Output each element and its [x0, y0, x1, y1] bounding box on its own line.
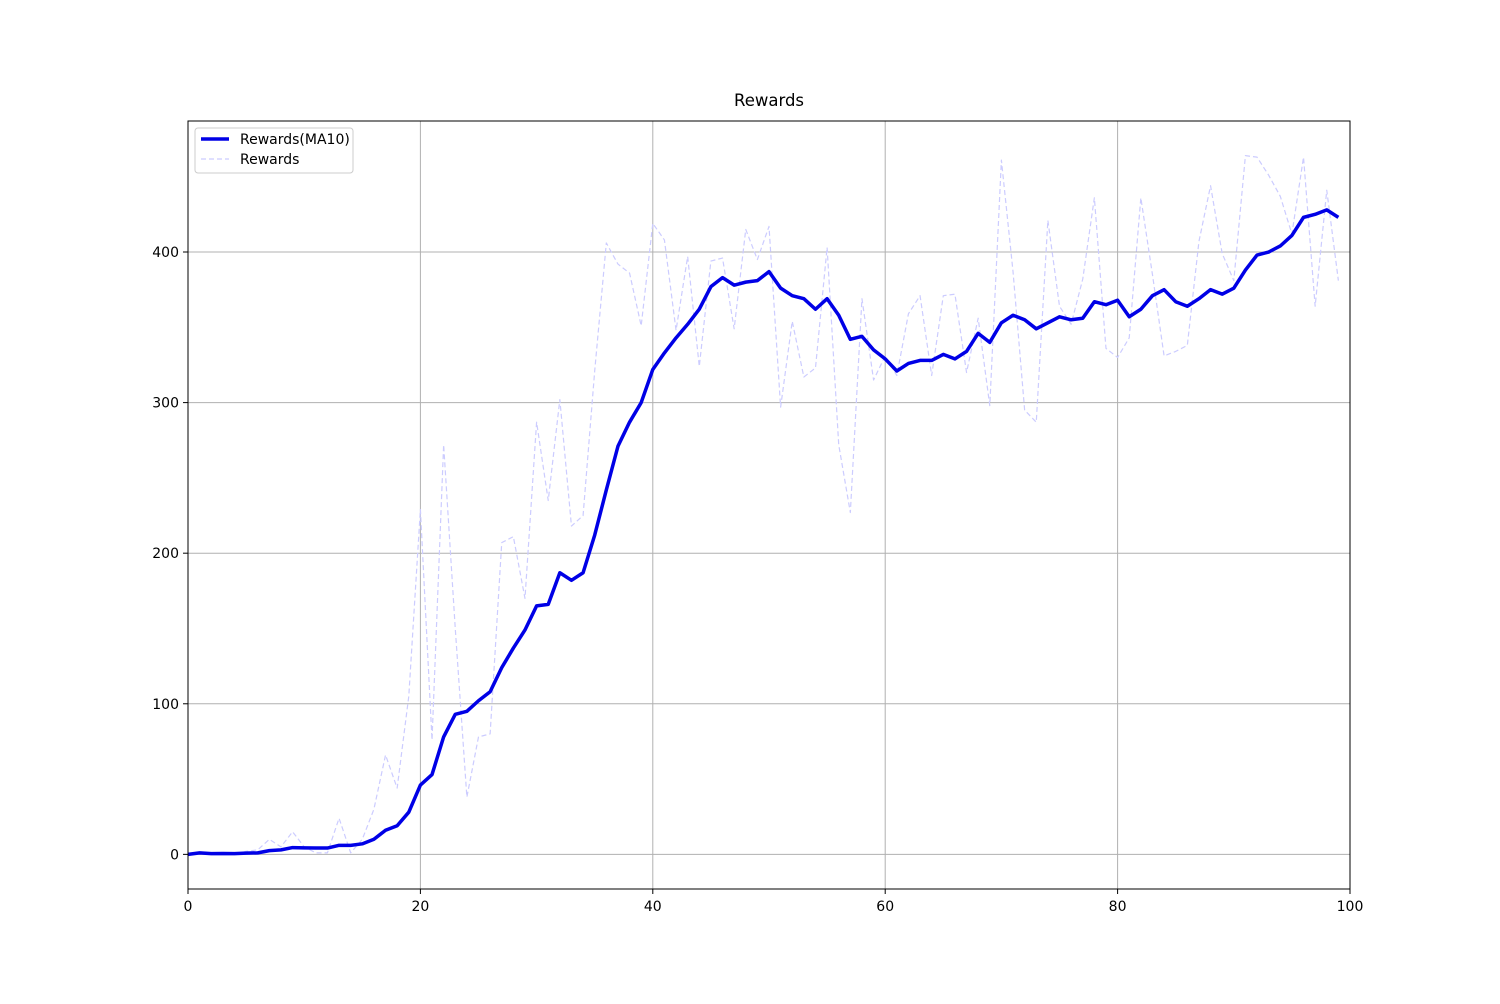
chart-title: Rewards	[734, 91, 804, 110]
x-tick-label: 0	[184, 899, 193, 915]
legend-label: Rewards(MA10)	[240, 132, 350, 148]
y-tick-label: 200	[152, 546, 179, 562]
x-tick-label: 60	[876, 899, 894, 915]
y-tick-label: 100	[152, 697, 179, 713]
series-line	[187, 155, 1339, 855]
series-line	[187, 208, 1340, 857]
y-tick-label: 400	[152, 245, 179, 261]
y-tick-label: 0	[170, 847, 179, 863]
plot-frame	[187, 120, 1351, 890]
x-tick-label: 100	[1337, 899, 1364, 915]
x-tick-label: 80	[1109, 899, 1127, 915]
legend-box	[194, 127, 354, 174]
y-tick-label: 300	[152, 396, 179, 412]
legend-label: Rewards	[240, 152, 299, 168]
legend: Rewards(MA10) Rewards	[194, 127, 354, 174]
x-tick-label: 40	[644, 899, 662, 915]
x-tick-label: 20	[411, 899, 429, 915]
